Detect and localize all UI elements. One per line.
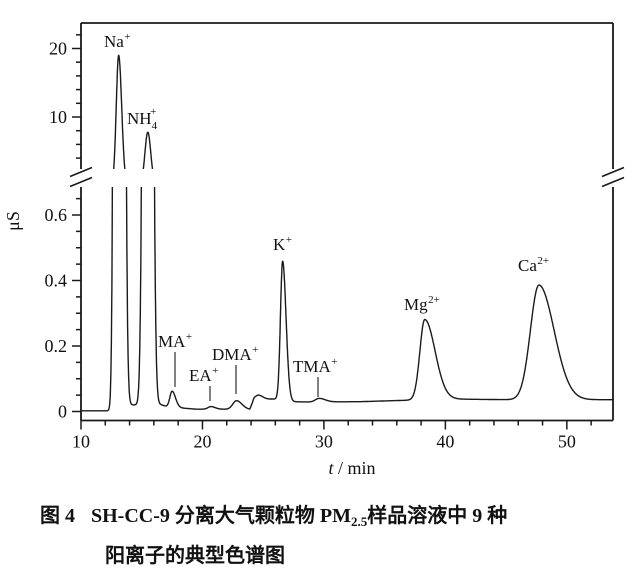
y-tick-label: 20 (49, 39, 67, 59)
chromatogram-curve-lower (81, 187, 613, 412)
peak-label: K+ (273, 234, 292, 254)
x-tick-label: 10 (72, 432, 90, 452)
y-tick-label: 10 (49, 107, 67, 127)
x-tick-label: 40 (436, 432, 454, 452)
x-axis-ticks (80, 420, 592, 430)
peak-label: DMA+ (212, 344, 258, 364)
x-tick-label: 20 (193, 432, 211, 452)
y-tick-label: 0 (58, 402, 67, 422)
y-tick-label: 0.6 (45, 205, 68, 225)
peak-label: MA+ (158, 331, 192, 351)
axis-break-marks (69, 166, 625, 188)
peak-label: Mg2+ (404, 294, 440, 314)
axis-frame (80, 22, 614, 422)
chromatogram-curve-upper (113, 54, 154, 169)
peak-label: Ca2+ (518, 255, 549, 275)
caption-text-post: 样品溶液中 9 种 (367, 505, 508, 527)
y-axis-labels: 0 0.2 0.4 0.6 10 20 (45, 39, 68, 422)
y-axis-ticks (72, 34, 81, 413)
x-axis-title: t / min (328, 458, 375, 478)
peak-label: Na+ (104, 31, 131, 51)
caption-line-2: 阳离子的典型色谱图 (105, 545, 285, 567)
chromatogram-plot: 10 20 30 40 50 0 0.2 0.4 0.6 10 20 t / min μS Na+ NH4+… (3, 22, 625, 478)
figure-number: 图 4 (40, 505, 75, 527)
peak-annotations: Na+ NH4+ MA+ EA+DMA+ K+ TMA+ Mg2+ Ca2+ (104, 31, 549, 401)
x-tick-label: 50 (558, 432, 576, 452)
peak-label: NH4+ (127, 106, 158, 132)
peak-label: TMA+ (293, 356, 338, 376)
y-axis-title: μS (3, 211, 23, 231)
y-tick-label: 0.4 (45, 271, 68, 291)
x-axis-labels: 10 20 30 40 50 (72, 432, 576, 452)
figure-caption: 图 4 SH-CC-9 分离大气颗粒物 PM2.5样品溶液中 9 种 阳离子的典型… (40, 499, 620, 571)
y-tick-label: 0.2 (45, 336, 68, 356)
x-tick-label: 30 (315, 432, 333, 452)
caption-text-pre: SH-CC-9 分离大气颗粒物 PM (91, 505, 351, 527)
chromatogram-svg: 10 20 30 40 50 0 0.2 0.4 0.6 10 20 t / min μS Na+ NH4+… (3, 22, 625, 478)
peak-label: EA+ (189, 365, 218, 385)
caption-pm-subscript: 2.5 (350, 514, 368, 529)
caption-line-1: 图 4 SH-CC-9 分离大气颗粒物 PM2.5样品溶液中 9 种 (40, 499, 620, 539)
